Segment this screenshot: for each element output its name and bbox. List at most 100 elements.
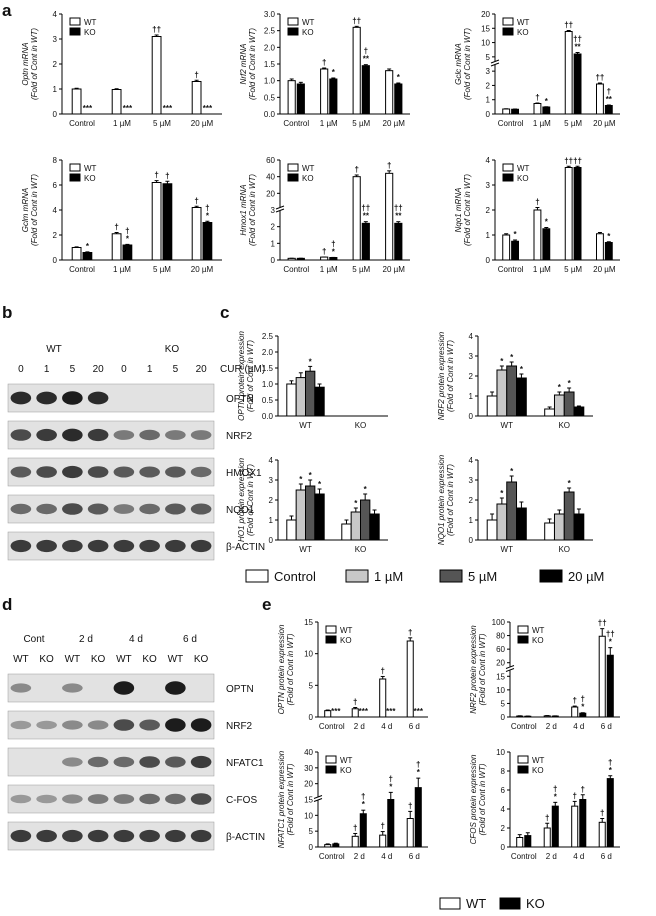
significance-mark: †† <box>606 630 615 639</box>
significance-mark: *** <box>163 104 173 113</box>
blot-lane-label: KO <box>194 654 209 665</box>
blot-band <box>62 503 83 515</box>
bar <box>606 654 614 718</box>
significance-mark: † <box>114 223 118 232</box>
x-tick-label: 1 µM <box>533 119 551 128</box>
y-tick-label: 20 <box>266 189 275 198</box>
y-tick-label: 5 <box>309 827 314 836</box>
y-tick-label: 10 <box>496 748 505 757</box>
significance-mark: † <box>572 696 576 705</box>
significance-mark: † <box>165 171 169 180</box>
blot-protein-label: NQO1 <box>226 505 255 516</box>
legend-swatch <box>439 569 463 583</box>
y-axis-label: OPTN protein expression(Fold of Cont in … <box>237 331 255 421</box>
panel-label-c: c <box>220 303 229 322</box>
bar <box>598 635 606 718</box>
significance-mark: *** <box>359 707 369 716</box>
blot-group-label: 6 d <box>183 634 197 645</box>
axis-break-mark <box>505 668 515 672</box>
legend-label: WT <box>340 626 353 635</box>
blot-band <box>139 466 160 478</box>
blot-band <box>10 503 32 515</box>
y-tick-label: 1 <box>271 239 276 248</box>
y-tick-label: 60 <box>266 156 275 165</box>
blot-band <box>62 829 83 843</box>
y-tick-label: 2 <box>486 206 491 215</box>
x-tick-label: 20 µM <box>191 119 214 128</box>
y-axis-label-line: (Fold of Cont in WT) <box>246 464 255 536</box>
significance-mark: † <box>361 792 365 801</box>
bar <box>352 176 361 261</box>
y-axis-label-line: (Fold of Cont in WT) <box>30 174 39 246</box>
y-tick-label: 15 <box>304 618 313 627</box>
blot-cur-label: CUR (µM) <box>220 364 265 375</box>
significance-mark: * <box>545 97 549 106</box>
chart-a3: 0 1 2 3 5 10 15 20 Gclc mRNA(Fold of Cont in WT)… <box>454 10 620 128</box>
blot-lane-label: KO <box>142 654 157 665</box>
y-axis-label-line: (Fold of Cont in WT) <box>463 28 472 100</box>
significance-mark: † <box>154 171 158 180</box>
y-tick-label: 1.5 <box>262 364 274 373</box>
blot-band <box>62 794 83 804</box>
blot-group-label: 4 d <box>129 634 143 645</box>
blot-band <box>190 466 212 478</box>
blot-band <box>113 794 135 804</box>
bar <box>496 369 508 417</box>
blot-band <box>165 718 186 732</box>
significance-mark: † <box>194 70 198 79</box>
y-tick-label: 2 <box>486 81 491 90</box>
chart-c3: 0 1 2 3 4 HO1 protein expression(Fold of Cont… <box>237 456 388 554</box>
blot-band <box>36 503 57 515</box>
y-tick-label: 0 <box>501 843 506 852</box>
blot-band <box>139 829 160 843</box>
bar <box>511 108 519 115</box>
significance-mark: * <box>568 379 572 388</box>
blot-band <box>62 757 83 767</box>
legend-label: WT <box>302 18 315 27</box>
legend-label: KO <box>517 28 529 37</box>
y-axis-label: OPTN protein expression(Fold of Cont in … <box>277 624 295 714</box>
blot-band <box>190 793 212 805</box>
bar <box>295 489 306 541</box>
significance-mark: * <box>514 230 518 239</box>
y-axis-label-line: Gclc mRNA <box>454 43 463 85</box>
y-tick-label: 10 <box>304 811 313 820</box>
significance-mark: * <box>362 800 366 809</box>
blot-band <box>113 756 135 768</box>
significance-mark: † <box>581 785 585 794</box>
x-tick-label: WT <box>299 421 312 430</box>
bar <box>604 105 613 115</box>
blot-band <box>87 391 109 405</box>
chart-a1: 0 1 2 3 4 Optn mRNA(Fold of Cont in WT) Contro… <box>21 10 222 128</box>
bar <box>563 391 575 417</box>
bar <box>287 80 296 115</box>
blot-lane-label: WT <box>116 654 132 665</box>
bar <box>286 383 297 417</box>
x-tick-label: 1 µM <box>113 265 131 274</box>
legend-label: KO <box>84 28 96 37</box>
y-axis-label-line: Nqo1 mRNA <box>454 188 463 233</box>
bar <box>533 209 542 261</box>
blot-band <box>36 539 57 553</box>
bar <box>359 813 367 848</box>
legend-label: KO <box>84 174 96 183</box>
axis-break-mark <box>490 62 500 67</box>
legend-swatch <box>287 27 299 36</box>
y-tick-label: 0 <box>501 713 506 722</box>
significance-mark: † <box>389 774 393 783</box>
blots-layer: WT KO 0 1 5 20 0 1 5 20 CUR (µM) OPTN NRF2 HMOX1 NQO1 β… <box>7 344 265 851</box>
blot-lane-label: 1 <box>147 364 153 375</box>
legend-swatch <box>287 173 299 182</box>
significance-mark: † <box>364 47 368 56</box>
blot-band <box>10 683 32 693</box>
bar <box>551 805 559 848</box>
significance-mark: * <box>309 357 313 366</box>
y-tick-label: 5 <box>501 699 506 708</box>
bar <box>351 708 359 718</box>
y-axis-label: Gclm mRNA(Fold of Cont in WT) <box>21 174 39 246</box>
chart-c2: 0 1 2 3 4 NRF2 protein expression(Fold of Con… <box>437 331 593 430</box>
axis-break <box>506 666 514 671</box>
significance-mark: *** <box>386 707 396 716</box>
significance-mark: † <box>205 203 209 212</box>
